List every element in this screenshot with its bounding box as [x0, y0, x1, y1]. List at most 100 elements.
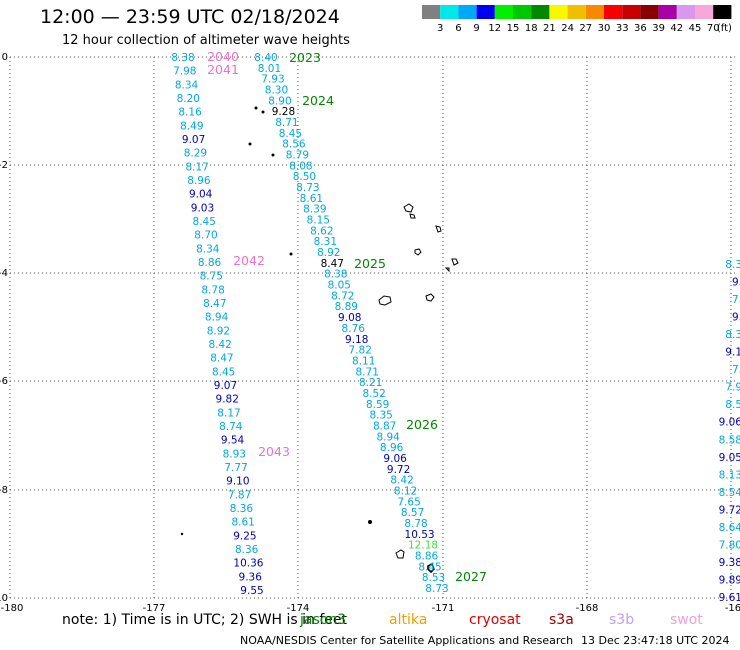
satellite-s3a: s3a [549, 612, 574, 628]
legend-swatch [458, 5, 477, 19]
track-b-value: 8.56 [282, 139, 306, 151]
legend-label: 3 [437, 23, 443, 34]
track-c-value: 9.38 [719, 557, 740, 569]
lat-tick-label: -4 [0, 268, 8, 279]
track-a-value: 8.75 [200, 271, 223, 283]
track-b-value: 8.86 [415, 550, 439, 562]
track-c-value: 7.80 [719, 539, 740, 551]
track-a-value: 9.55 [240, 585, 263, 597]
track-a-value: 7.87 [228, 489, 251, 501]
track-b-value: 7.82 [349, 345, 372, 357]
track-a-value: 9.10 [226, 476, 249, 488]
track-b-value: 8.92 [317, 247, 340, 259]
track-b-value: 8.73 [425, 583, 448, 595]
track-b-value: 8.38 [324, 269, 347, 281]
hour-label: 2043 [258, 444, 290, 459]
track-b-value: 12.18 [408, 540, 438, 552]
legend-label: 27 [579, 23, 592, 34]
legend-label: 39 [652, 23, 665, 34]
track-b-value: 8.96 [380, 442, 404, 454]
legend-swatch [585, 5, 604, 19]
track-b-value: 8.35 [369, 410, 392, 422]
legend-unit: (ft) [717, 23, 732, 34]
lon-tick-label: -177 [143, 603, 166, 614]
generated-timestamp: 13 Dec 23:47:18 UTC 2024 [581, 634, 730, 647]
track-c-value: 7. [732, 294, 740, 306]
satellite-swot: swot [670, 612, 703, 628]
track-a-value: 8.45 [212, 366, 235, 378]
lat-tick-label: -10 [0, 593, 8, 604]
track-b-value: 8.01 [258, 63, 281, 75]
island [425, 293, 435, 302]
track-c-value: 8.3 [725, 259, 740, 271]
track-a-value: 9.03 [191, 202, 214, 214]
legend-label: 42 [670, 23, 683, 34]
track-a-value: 8.47 [210, 353, 233, 365]
track-a-value: 7.77 [224, 462, 247, 474]
track-a-value: 8.38 [171, 52, 194, 64]
satellite-cryosat: cryosat [469, 612, 521, 628]
track-a-value: 8.70 [194, 230, 217, 242]
track-b-value: 8.21 [359, 377, 382, 389]
altimeter-tracks: 8.387.988.348.208.168.499.078.298.178.96… [171, 52, 740, 604]
island [254, 106, 258, 110]
map-title: 12:00 — 23:59 UTC 02/18/2024 [40, 6, 340, 28]
track-b-value: 8.05 [328, 280, 351, 292]
track-c-value: 9.89 [719, 574, 740, 586]
track-a-value: 8.49 [180, 120, 203, 132]
lon-tick-label: -16 [725, 603, 740, 614]
track-b-value: 8.62 [310, 225, 333, 237]
track-b-value: 8.52 [362, 388, 385, 400]
credit-line: NOAA/NESDIS Center for Satellite Applica… [240, 634, 574, 647]
legend-swatch [494, 5, 513, 19]
track-c-value: 8.58 [719, 434, 740, 446]
track-b-value: 9.06 [383, 453, 407, 465]
legend-swatch [604, 5, 623, 19]
satellite-key: jason3 altika cryosat s3a s3b swot [0, 612, 740, 632]
track-a-value: 8.34 [175, 79, 199, 91]
legend-label: 24 [561, 23, 574, 34]
track-a-value: 9.82 [216, 394, 239, 406]
track-a-value: 9.25 [233, 530, 256, 542]
legend-swatch [549, 5, 568, 19]
track-b-value: 8.11 [352, 355, 375, 367]
track-b-value: 8.73 [296, 182, 319, 194]
track-c-value: 8.64 [719, 522, 740, 534]
legend-label: 12 [488, 23, 501, 34]
island [248, 142, 252, 146]
legend-label: 6 [455, 23, 461, 34]
legend-label: 21 [543, 23, 556, 34]
legend-swatch [513, 5, 532, 19]
track-b-value: 8.15 [307, 215, 330, 227]
track-b-value: 8.57 [401, 507, 424, 519]
lat-tick-label: 0 [2, 52, 8, 63]
lon-tick-label: -168 [576, 603, 599, 614]
track-a-value: 8.61 [231, 517, 254, 529]
hour-label: 2023 [289, 50, 321, 65]
track-a-value: 8.94 [205, 312, 229, 324]
track-a-value: 8.17 [185, 161, 208, 173]
satellite-s3b: s3b [609, 612, 635, 628]
legend-swatch [422, 5, 441, 19]
track-c-value: 8.3 [725, 329, 740, 341]
track-c-value: 8.13 [719, 469, 740, 481]
legend-label: 33 [616, 23, 629, 34]
hour-label: 2027 [455, 569, 487, 584]
track-b-value: 8.87 [373, 420, 396, 432]
track-a-value: 9.36 [239, 571, 263, 583]
track-a-value: 8.93 [223, 448, 246, 460]
track-b-value: 8.08 [289, 160, 312, 172]
track-a-value: 9.07 [214, 380, 237, 392]
lat-tick-label: -2 [0, 160, 8, 171]
island [427, 562, 435, 574]
track-b-value: 9.72 [387, 464, 410, 476]
track-b-value: 8.39 [303, 204, 326, 216]
track-a-value: 9.54 [221, 435, 245, 447]
legend-label: 45 [689, 23, 702, 34]
track-a-value: 8.92 [207, 325, 230, 337]
island [414, 248, 422, 256]
hour-label: 2042 [233, 253, 265, 268]
track-c-value: 9.06 [719, 417, 740, 429]
legend-swatch [658, 5, 677, 19]
